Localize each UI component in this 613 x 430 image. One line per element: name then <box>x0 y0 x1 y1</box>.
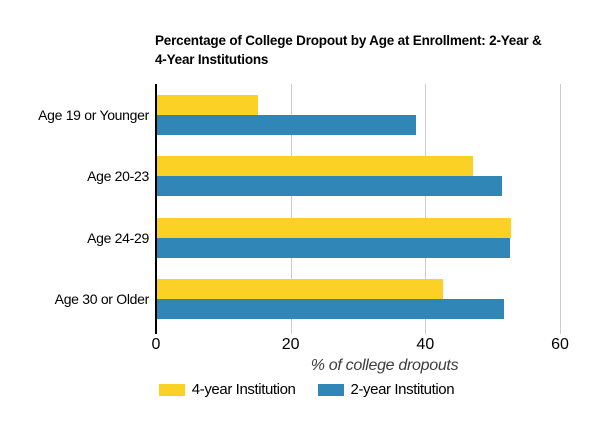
x-tick-label-20: 20 <box>281 336 300 353</box>
category-label: Age 19 or Younger <box>38 106 149 123</box>
x-axis-title: % of college dropouts <box>310 357 459 374</box>
bar-4-year-institution <box>157 94 258 115</box>
chart-title: Percentage of College Dropout by Age at … <box>155 31 607 69</box>
category-label: Age 20-23 <box>87 168 149 185</box>
legend-swatch-4-year-icon <box>158 383 185 396</box>
legend-item-2-year-institution: 2-year Institution <box>317 381 455 398</box>
x-axis-line <box>155 84 157 334</box>
legend-item-4-year-institution: 4-year Institution <box>158 381 296 398</box>
x-tick-label-40: 40 <box>416 336 435 353</box>
gridline-20 <box>290 84 292 334</box>
bar-2-year-institution <box>157 176 503 197</box>
gridline-40 <box>425 84 427 334</box>
bar-2-year-institution <box>157 237 510 258</box>
x-axis-ticks: 0 20 40 60 <box>0 336 613 354</box>
bar-4-year-institution <box>157 217 512 238</box>
gridline-60 <box>560 84 561 334</box>
bar-4-year-institution <box>157 279 444 300</box>
x-tick-label-60: 60 <box>551 336 569 353</box>
plot-area: Age 19 or Younger Age 20-23 Age 24-29 Age 3… <box>0 84 613 334</box>
legend-label-2-year: 2-year Institution <box>350 381 455 398</box>
bar-2-year-institution <box>157 114 417 135</box>
x-tick-label-0: 0 <box>151 336 161 353</box>
chart-title-line-1: Percentage of College Dropout by Age at … <box>155 33 542 48</box>
legend: 4-year Institution 2-year Institution <box>0 381 613 398</box>
bar-2-year-institution <box>157 299 505 320</box>
legend-swatch-2-year-icon <box>317 383 344 396</box>
category-label: Age 24-29 <box>87 229 149 246</box>
chart-title-line-2: 4-Year Institutions <box>155 52 269 67</box>
bar-4-year-institution <box>157 156 474 177</box>
legend-label-4-year: 4-year Institution <box>191 381 296 398</box>
category-label: Age 30 or Older <box>54 291 150 308</box>
